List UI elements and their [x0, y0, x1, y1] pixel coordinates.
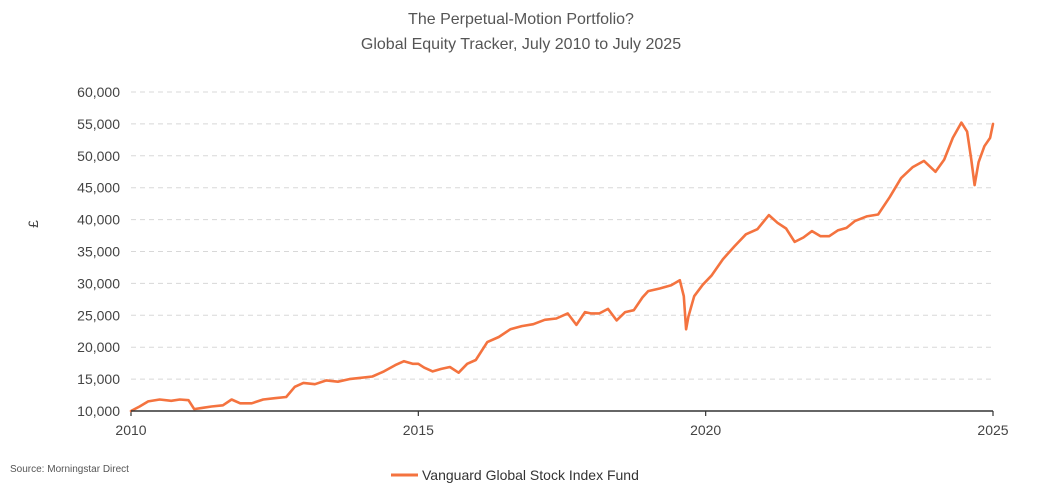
y-tick-label: 40,000	[77, 212, 120, 228]
grid-lines	[131, 91, 993, 380]
legend-label: Vanguard Global Stock Index Fund	[422, 467, 639, 483]
y-tick-label: 20,000	[77, 339, 120, 355]
x-tick-label: 2020	[690, 422, 721, 438]
x-tick-label: 2025	[977, 422, 1008, 438]
x-axis-ticks: 2010 2015 2020 2025	[115, 411, 1009, 438]
y-tick-label: 25,000	[77, 307, 120, 323]
source-note: Source: Morningstar Direct	[10, 464, 129, 475]
y-tick-label: 55,000	[77, 116, 120, 132]
y-tick-label: 35,000	[77, 244, 120, 260]
chart-title: The Perpetual-Motion Portfolio?	[408, 11, 634, 28]
series-line-vanguard	[129, 121, 995, 413]
y-tick-label: 45,000	[77, 180, 120, 196]
y-tick-label: 10,000	[77, 403, 120, 419]
y-tick-label: 50,000	[77, 148, 120, 164]
chart-subtitle: Global Equity Tracker, July 2010 to July…	[361, 36, 681, 53]
y-tick-label: 60,000	[77, 84, 120, 100]
y-tick-label: 30,000	[77, 275, 120, 291]
y-axis-label: £	[25, 220, 41, 228]
x-tick-label: 2010	[115, 422, 146, 438]
x-tick-label: 2015	[403, 422, 434, 438]
y-tick-label: 15,000	[77, 371, 120, 387]
legend: Vanguard Global Stock Index Fund	[391, 467, 639, 483]
y-axis-ticks: 10,000 15,000 20,000 25,000 30,000 35,000 40,0…	[77, 84, 120, 419]
